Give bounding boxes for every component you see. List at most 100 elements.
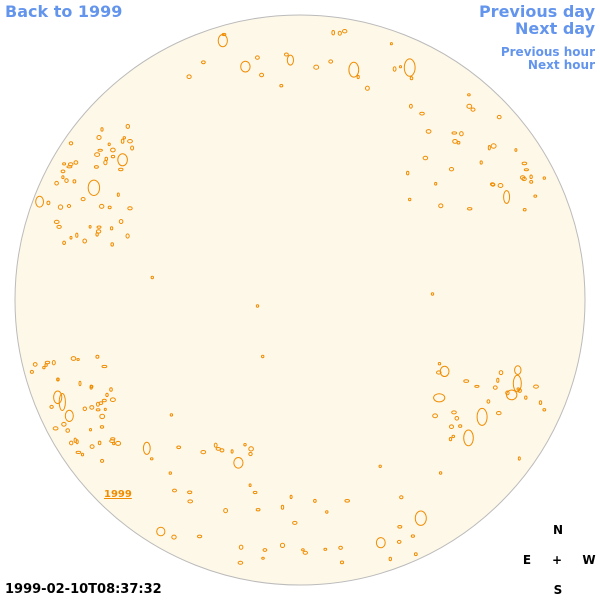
contour [127, 139, 133, 144]
contour [97, 440, 102, 446]
contour [505, 390, 510, 396]
contour [516, 387, 520, 391]
contour [29, 369, 34, 374]
contour [61, 175, 65, 180]
contour [103, 160, 108, 166]
contour [451, 410, 457, 415]
contour [56, 224, 62, 229]
contour [46, 200, 51, 206]
contour [223, 508, 229, 514]
contour [101, 364, 108, 369]
next-hour-link[interactable]: Next hour [527, 58, 595, 72]
next-day-link[interactable]: Next day [515, 19, 595, 38]
contour [529, 180, 534, 184]
contour [533, 194, 538, 198]
contour [378, 464, 382, 468]
contour [406, 170, 410, 176]
contour [538, 400, 543, 406]
contour [169, 413, 174, 417]
contour [284, 52, 289, 57]
contour [110, 154, 116, 159]
contour [422, 155, 429, 161]
contour [409, 103, 413, 109]
contour [62, 240, 66, 246]
contour [82, 238, 87, 244]
contour [42, 365, 46, 370]
contour [130, 145, 135, 151]
contour [496, 411, 502, 416]
contour [89, 444, 95, 449]
contour [96, 225, 102, 229]
contour [413, 552, 418, 557]
contour [118, 167, 124, 172]
contour [463, 429, 474, 447]
contour [51, 360, 56, 366]
contour [512, 374, 522, 393]
contour [35, 195, 44, 208]
contour [252, 490, 258, 495]
contour [451, 131, 458, 135]
previous-day-link[interactable]: Previous day [478, 2, 595, 21]
contour [248, 483, 252, 488]
contour [95, 401, 100, 407]
contour [255, 304, 260, 308]
contour [109, 397, 116, 403]
contour [61, 421, 67, 427]
contour [150, 275, 155, 280]
contour [542, 408, 547, 412]
contour [339, 560, 345, 565]
contour [118, 219, 124, 224]
contour [58, 393, 66, 411]
contour [313, 64, 320, 70]
contour [514, 148, 518, 152]
contour [80, 452, 85, 457]
compass-east: E [522, 553, 532, 567]
contour [99, 413, 106, 420]
contour [436, 370, 442, 375]
contour [342, 29, 348, 34]
contour [466, 103, 473, 109]
magnetic-contours [29, 29, 547, 565]
contour [67, 162, 74, 167]
contour [451, 434, 456, 439]
contour [237, 560, 244, 565]
compass-west: W [582, 553, 596, 567]
contour [69, 440, 74, 446]
compass-north: N [552, 523, 564, 537]
contour [448, 437, 453, 442]
contour [213, 442, 218, 448]
contour [408, 197, 412, 202]
contour [75, 232, 79, 238]
contour [487, 145, 491, 151]
contour [496, 114, 502, 120]
contour [433, 393, 446, 403]
contour [89, 405, 95, 410]
contour [448, 167, 455, 172]
contour [107, 205, 112, 210]
contour [82, 406, 88, 412]
contour [75, 439, 79, 445]
contour [279, 542, 286, 549]
contour [56, 377, 60, 382]
contour [492, 385, 498, 390]
previous-hour-link[interactable]: Previous hour [500, 45, 595, 59]
contour [323, 547, 328, 551]
back-link[interactable]: Back to 1999 [5, 2, 123, 21]
contour [68, 141, 74, 146]
contour [474, 384, 480, 388]
contour [452, 139, 458, 144]
contour [65, 428, 70, 433]
contour [261, 556, 265, 560]
contour [328, 59, 334, 64]
contour [96, 135, 102, 140]
contour [94, 152, 101, 157]
contour [248, 451, 253, 457]
contour [438, 203, 444, 209]
year-link[interactable]: 1999 [104, 489, 132, 500]
solar-disk [14, 14, 586, 586]
contour [44, 360, 51, 365]
contour [243, 443, 247, 447]
contour [233, 457, 244, 469]
contour [171, 534, 177, 540]
contour [449, 424, 454, 430]
